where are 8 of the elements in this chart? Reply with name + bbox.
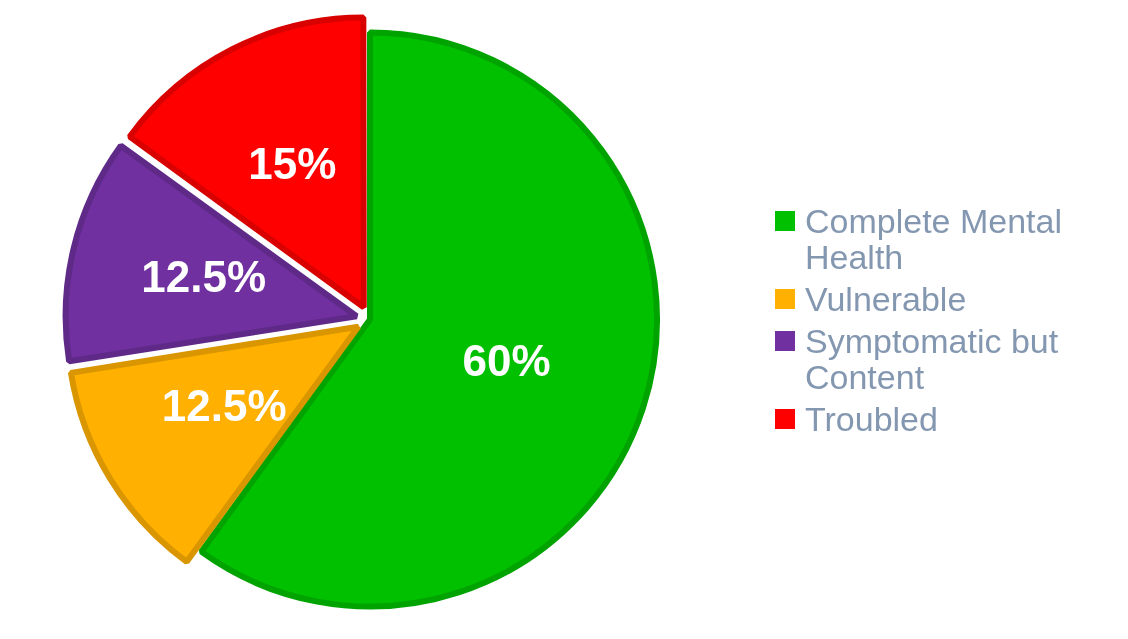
data-label: 15% [248, 139, 337, 189]
data-label: 12.5% [141, 251, 267, 301]
data-label: 12.5% [161, 380, 287, 430]
data-label: 60% [462, 335, 551, 385]
legend-label: Vulnerable [805, 279, 967, 318]
legend-label: Complete Mental Health [805, 201, 1063, 276]
legend-label: Symptomatic but Content [805, 321, 1060, 396]
legend-label: Troubled [805, 399, 938, 438]
